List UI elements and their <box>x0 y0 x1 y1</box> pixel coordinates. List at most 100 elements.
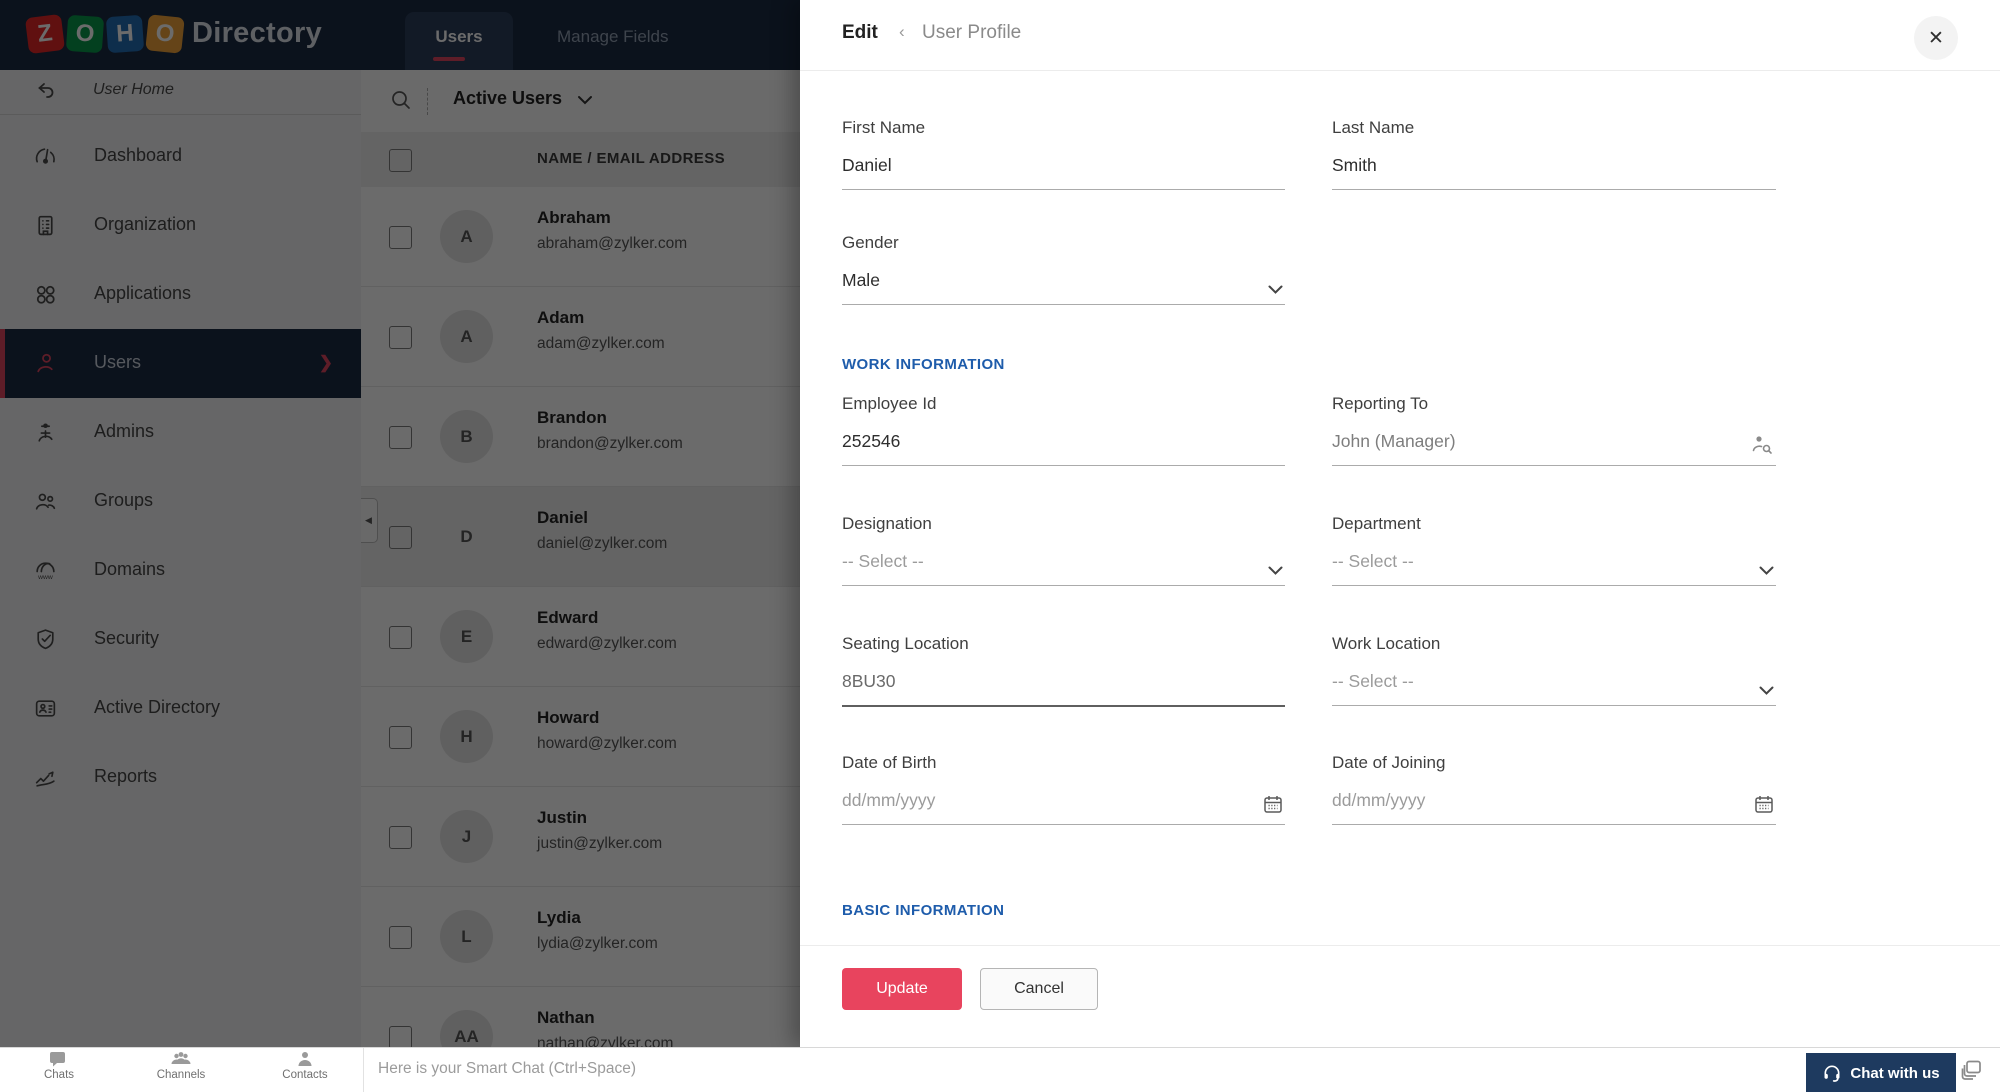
date-of-birth-input[interactable]: dd/mm/yyyy <box>842 790 1285 825</box>
row-checkbox[interactable] <box>389 526 412 549</box>
person-search-icon[interactable] <box>1750 433 1774 455</box>
user-row-howard[interactable]: H Howard howard@zylker.com <box>361 687 800 787</box>
update-button[interactable]: Update <box>842 968 962 1010</box>
smart-chat-input[interactable]: Here is your Smart Chat (Ctrl+Space) <box>378 1060 636 1077</box>
sidebar-item-applications[interactable]: Applications <box>0 260 361 329</box>
work-location-field: Work Location -- Select -- <box>1332 634 1776 706</box>
sidebar-item-user-home[interactable]: User Home <box>0 70 361 115</box>
logo-letter: O <box>65 14 105 54</box>
user-row-abraham[interactable]: A Abraham abraham@zylker.com <box>361 187 800 287</box>
panel-collapse-handle[interactable]: ◀ <box>361 498 378 543</box>
date-of-joining-field: Date of Joining dd/mm/yyyy <box>1332 753 1776 825</box>
row-checkbox[interactable] <box>389 226 412 249</box>
row-checkbox[interactable] <box>389 326 412 349</box>
user-row-edward[interactable]: E Edward edward@zylker.com <box>361 587 800 687</box>
designation-select[interactable]: -- Select -- <box>842 551 1285 586</box>
employee-id-input[interactable]: 252546 <box>842 431 1285 466</box>
contacts-icon <box>270 1051 340 1068</box>
chevron-right-icon: ❯ <box>318 353 333 372</box>
avatar: L <box>440 910 493 963</box>
chevron-down-icon <box>1759 566 1774 575</box>
reports-icon <box>33 765 58 790</box>
sidebar-item-reports[interactable]: Reports <box>0 743 361 812</box>
avatar: B <box>440 410 493 463</box>
dashboard-icon <box>33 144 58 169</box>
reporting-to-input[interactable]: John (Manager) <box>1332 431 1776 466</box>
active-users-filter[interactable]: Active Users <box>453 88 563 108</box>
channels-dock-button[interactable]: Channels <box>146 1051 216 1081</box>
logo-letter: H <box>105 14 145 54</box>
calendar-icon[interactable] <box>1263 794 1283 814</box>
sidebar-item-dashboard[interactable]: Dashboard <box>0 122 361 191</box>
sidebar-item-security[interactable]: Security <box>0 605 361 674</box>
chats-dock-button[interactable]: Chats <box>24 1051 94 1081</box>
toolbar-divider <box>427 88 428 115</box>
work-location-select[interactable]: -- Select -- <box>1332 671 1776 706</box>
breadcrumb[interactable]: User Profile <box>922 22 1022 43</box>
close-button[interactable]: ✕ <box>1914 16 1958 60</box>
sidebar-item-groups[interactable]: Groups <box>0 467 361 536</box>
gender-field: Gender Male <box>842 233 1285 305</box>
employee-id-field: Employee Id 252546 <box>842 394 1285 466</box>
tab-users[interactable]: Users <box>405 12 513 70</box>
column-header: NAME / EMAIL ADDRESS <box>537 150 726 167</box>
close-icon: ✕ <box>1928 27 1944 49</box>
sidebar-item-users[interactable]: Users ❯ <box>0 329 361 398</box>
stacked-windows-icon[interactable] <box>1960 1058 1984 1082</box>
sidebar: User Home Dashboard Organization <box>0 70 362 1047</box>
row-checkbox[interactable] <box>389 826 412 849</box>
sidebar-item-active-directory[interactable]: Active Directory <box>0 674 361 743</box>
row-checkbox[interactable] <box>389 626 412 649</box>
row-checkbox[interactable] <box>389 1026 412 1047</box>
panel-title: Edit <box>842 22 878 43</box>
breadcrumb-chevron-icon: ‹ <box>899 22 905 41</box>
user-row-lydia[interactable]: L Lydia lydia@zylker.com <box>361 887 800 987</box>
users-list-pane: Active Users NAME / EMAIL ADDRESS A Abra… <box>361 70 800 1047</box>
organization-icon <box>33 213 58 238</box>
date-of-birth-field: Date of Birth dd/mm/yyyy <box>842 753 1285 825</box>
sidebar-nav: Dashboard Organization Applications <box>0 122 361 812</box>
contacts-dock-button[interactable]: Contacts <box>270 1051 340 1081</box>
row-checkbox[interactable] <box>389 726 412 749</box>
sidebar-item-admins[interactable]: Admins <box>0 398 361 467</box>
avatar: E <box>440 610 493 663</box>
chat-dock: Chats Channels Contacts <box>0 1048 364 1092</box>
date-of-joining-input[interactable]: dd/mm/yyyy <box>1332 790 1776 825</box>
department-select[interactable]: -- Select -- <box>1332 551 1776 586</box>
avatar: H <box>440 710 493 763</box>
user-row-nathan[interactable]: AA Nathan nathan@zylker.com <box>361 987 800 1047</box>
chats-icon <box>24 1051 94 1068</box>
first-name-input[interactable]: Daniel <box>842 155 1285 190</box>
user-row-justin[interactable]: J Justin justin@zylker.com <box>361 787 800 887</box>
sidebar-item-organization[interactable]: Organization <box>0 191 361 260</box>
chevron-down-icon[interactable] <box>577 95 593 105</box>
domains-icon: www <box>33 558 58 583</box>
user-row-brandon[interactable]: B Brandon brandon@zylker.com <box>361 387 800 487</box>
divider <box>800 70 2000 71</box>
row-checkbox[interactable] <box>389 926 412 949</box>
users-icon <box>33 351 58 376</box>
search-icon[interactable] <box>389 88 413 112</box>
user-row-adam[interactable]: A Adam adam@zylker.com <box>361 287 800 387</box>
chevron-down-icon <box>1268 566 1283 575</box>
select-all-checkbox[interactable] <box>389 149 412 172</box>
gender-select[interactable]: Male <box>842 270 1285 305</box>
smart-chat-bar: Chats Channels Contacts Here is your Sm <box>0 1047 2000 1092</box>
logo-letter: O <box>145 14 185 54</box>
sidebar-item-domains[interactable]: www Domains <box>0 536 361 605</box>
work-information-section-title: WORK INFORMATION <box>842 356 1005 373</box>
seating-location-input[interactable]: 8BU30 <box>842 671 1285 707</box>
edit-user-profile-panel: Edit ‹ User Profile ✕ First Name Daniel … <box>800 0 2000 1048</box>
chat-with-us-button[interactable]: Chat with us <box>1806 1053 1956 1092</box>
last-name-input[interactable]: Smith <box>1332 155 1776 190</box>
dimmed-background-region: Z O H O Directory Users Manage Fields Us… <box>0 0 800 1047</box>
row-checkbox[interactable] <box>389 426 412 449</box>
tab-manage-fields[interactable]: Manage Fields <box>557 27 669 46</box>
avatar: A <box>440 210 493 263</box>
cancel-button[interactable]: Cancel <box>980 968 1098 1010</box>
calendar-icon[interactable] <box>1754 794 1774 814</box>
panel-footer: Update Cancel <box>800 945 2000 1048</box>
first-name-field: First Name Daniel <box>842 118 1285 190</box>
user-row-daniel[interactable]: D Daniel daniel@zylker.com <box>361 487 800 587</box>
